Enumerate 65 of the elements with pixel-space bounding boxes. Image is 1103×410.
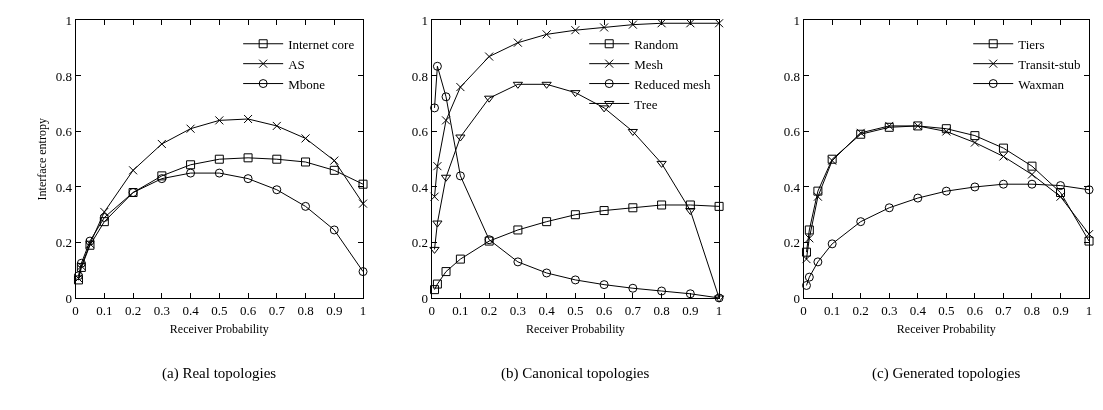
x-tick-label: 0.2 — [852, 302, 869, 318]
x-tick-label: 0.4 — [909, 302, 927, 318]
y-tick-label: 0.6 — [411, 124, 429, 140]
x-tick-label: 0.7 — [268, 302, 286, 318]
text: (b) Canonical topologies — [501, 365, 650, 382]
legend-label: Tiers — [1018, 36, 1045, 52]
legend-label: Internet core — [288, 36, 355, 52]
x-axis-title: Receiver Probability — [525, 322, 625, 337]
y-tick-label: 0.4 — [55, 179, 73, 195]
y-axis-title: Interface entropy — [35, 118, 50, 201]
legend-label: AS — [288, 56, 305, 72]
x-tick-label: 0.2 — [124, 302, 142, 318]
x-tick-label: 0.8 — [653, 302, 670, 318]
x-tick-label: 0.5 — [567, 302, 584, 318]
x-tick-label: 0.3 — [509, 302, 527, 318]
y-tick-label: 0.6 — [55, 124, 73, 140]
y-tick-label: 0.4 — [411, 179, 429, 195]
x-tick-label: 0.7 — [624, 302, 642, 318]
y-tick-label: 0 — [793, 290, 801, 306]
x-tick-label: 0.9 — [1052, 302, 1069, 318]
y-tick-label: 0.8 — [55, 68, 72, 84]
x-tick-label: 0.8 — [1023, 302, 1041, 318]
y-tick-label: 0 — [421, 290, 429, 306]
x-tick-label: 0.1 — [824, 302, 841, 318]
x-tick-label: 0.5 — [938, 302, 955, 318]
x-axis-title: Receiver Probability — [896, 322, 996, 337]
x-tick-label: 0.1 — [452, 302, 469, 318]
y-tick-label: 0.4 — [783, 179, 801, 195]
text: (c) Generated topologies — [872, 365, 1021, 382]
y-tick-label: 0.2 — [55, 235, 72, 251]
y-tick-label: 1 — [421, 13, 429, 29]
x-axis-title: Receiver Probability — [169, 322, 269, 337]
legend-label: Mbone — [288, 76, 326, 92]
y-tick-label: 1 — [65, 13, 72, 29]
y-tick-label: 0.8 — [783, 68, 801, 84]
legend-label: Waxman — [1018, 76, 1065, 92]
x-tick-label: 0.6 — [966, 302, 984, 318]
y-tick-label: 0.2 — [783, 235, 801, 251]
x-tick-label: 0.6 — [239, 302, 257, 318]
legend-label: Random — [634, 36, 679, 52]
x-tick-label: 0.9 — [682, 302, 699, 318]
legend-label: Tree — [634, 96, 658, 112]
text: (a) Real topologies — [162, 365, 277, 382]
x-tick-label: 0.4 — [538, 302, 556, 318]
legend-label: Transit-stub — [1018, 56, 1081, 72]
x-tick-label: 0.1 — [96, 302, 113, 318]
x-tick-label: 1 — [1085, 302, 1093, 318]
y-tick-label: 0.6 — [783, 124, 801, 140]
x-tick-label: 0.6 — [595, 302, 613, 318]
x-tick-label: 0.4 — [182, 302, 200, 318]
legend-label: Reduced mesh — [634, 76, 711, 92]
y-tick-label: 0.2 — [411, 235, 429, 251]
x-tick-label: 1 — [359, 302, 367, 318]
legend-label: Mesh — [634, 56, 664, 72]
y-tick-label: 0.8 — [411, 68, 429, 84]
y-tick-label: 1 — [793, 13, 801, 29]
x-tick-label: 1 — [715, 302, 723, 318]
x-tick-label: 0.7 — [995, 302, 1013, 318]
x-tick-label: 0.3 — [881, 302, 898, 318]
x-tick-label: 0.2 — [481, 302, 498, 318]
x-tick-label: 0.3 — [153, 302, 170, 318]
x-tick-label: 0.5 — [211, 302, 228, 318]
y-tick-label: 0 — [65, 290, 72, 306]
x-tick-label: 0.8 — [297, 302, 314, 318]
x-tick-label: 0.9 — [326, 302, 343, 318]
